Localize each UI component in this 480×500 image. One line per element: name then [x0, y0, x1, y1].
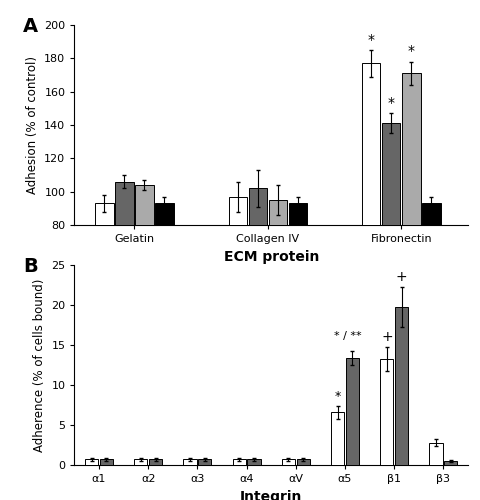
Bar	[444, 461, 457, 465]
Bar	[331, 412, 344, 465]
Bar	[100, 460, 113, 465]
Text: * / **: * / **	[334, 331, 361, 341]
Text: +: +	[396, 270, 408, 284]
Bar	[228, 196, 247, 358]
Bar	[380, 358, 394, 465]
Text: *: *	[335, 390, 341, 404]
Text: A: A	[23, 17, 38, 36]
Text: *: *	[368, 32, 375, 46]
Bar	[233, 460, 246, 465]
Bar	[297, 460, 310, 465]
Bar	[134, 460, 147, 465]
Bar	[422, 204, 441, 358]
Text: *: *	[388, 96, 395, 110]
Bar	[249, 188, 267, 358]
Text: *: *	[408, 44, 415, 59]
Y-axis label: Adherence (% of cells bound): Adherence (% of cells bound)	[33, 278, 46, 452]
Text: B: B	[23, 257, 38, 276]
Bar	[402, 74, 420, 358]
Y-axis label: Adhesion (% of control): Adhesion (% of control)	[26, 56, 39, 194]
Bar	[183, 460, 197, 465]
Bar	[288, 204, 307, 358]
Bar	[362, 64, 381, 358]
Bar	[149, 460, 162, 465]
Bar	[269, 200, 287, 358]
Bar	[346, 358, 359, 465]
X-axis label: ECM protein: ECM protein	[224, 250, 319, 264]
Bar	[395, 306, 408, 465]
Bar	[430, 442, 443, 465]
Bar	[155, 204, 174, 358]
Bar	[115, 182, 133, 358]
Bar	[282, 460, 295, 465]
Bar	[95, 204, 114, 358]
Text: +: +	[381, 330, 393, 344]
Bar	[135, 185, 154, 358]
Bar	[198, 460, 211, 465]
Bar	[382, 124, 400, 358]
Bar	[247, 460, 261, 465]
X-axis label: Integrin: Integrin	[240, 490, 302, 500]
Bar	[85, 460, 98, 465]
